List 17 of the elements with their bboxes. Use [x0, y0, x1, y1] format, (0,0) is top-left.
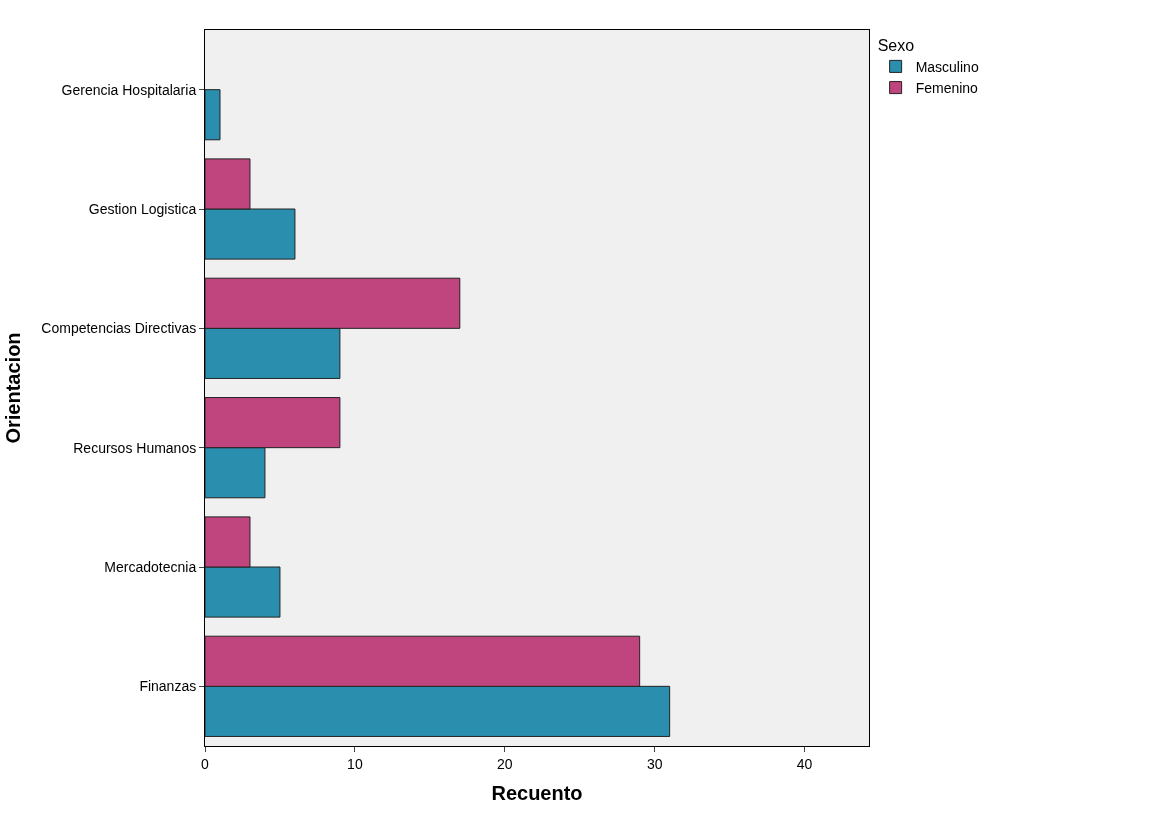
y-tick-label: Competencias Directivas	[41, 320, 197, 337]
legend-label: Masculino	[915, 58, 979, 75]
x-tick-label: 20	[496, 755, 513, 772]
y-tick-label: Gerencia Hospitalaria	[61, 81, 197, 98]
y-axis-title: Orientacion	[1, 332, 24, 444]
y-tick-label: Mercadotecnia	[104, 558, 197, 575]
legend-title: Sexo	[877, 36, 915, 54]
x-tick-label: 10	[347, 755, 363, 772]
y-tick-label: Finanzas	[139, 678, 197, 695]
legend-label: Femenino	[915, 80, 979, 97]
x-axis-title: Recuento	[491, 782, 583, 805]
y-tick-label: Recursos Humanos	[73, 439, 197, 456]
x-tick-label: 30	[646, 755, 663, 772]
x-tick-label: 0	[201, 755, 210, 772]
y-tick-label: Gestion Logistica	[88, 200, 197, 217]
x-tick-label: 40	[796, 755, 813, 772]
bar	[205, 89, 221, 141]
